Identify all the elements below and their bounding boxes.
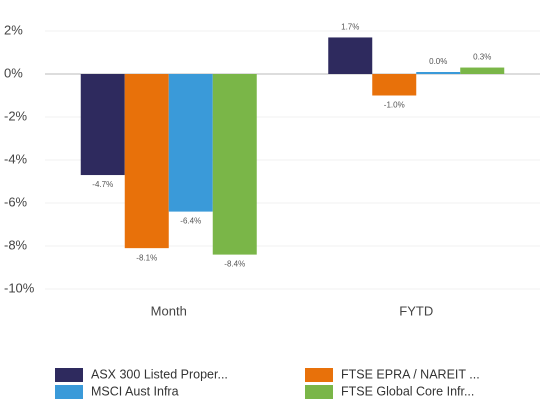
value-label: -1.0% xyxy=(384,101,405,110)
value-label: -4.7% xyxy=(92,180,113,189)
bar xyxy=(124,74,169,249)
legend-label: ASX 300 Listed Proper... xyxy=(91,367,228,381)
bar xyxy=(168,74,213,212)
value-label: -8.1% xyxy=(136,253,157,262)
y-tick-label: -2% xyxy=(4,108,28,123)
y-tick-label: 0% xyxy=(4,65,23,80)
y-tick-label: 2% xyxy=(4,22,23,37)
y-tick-label: -4% xyxy=(4,151,28,166)
bar xyxy=(372,74,417,96)
legend-swatch xyxy=(55,368,83,382)
value-label: 1.7% xyxy=(341,23,359,32)
value-label: 0.0% xyxy=(429,57,447,66)
value-label: -8.4% xyxy=(224,260,245,269)
bar xyxy=(212,74,257,255)
legend-label: MSCI Aust Infra xyxy=(91,384,179,398)
legend-label: FTSE Global Core Infr... xyxy=(341,384,474,398)
legend-swatch xyxy=(305,368,333,382)
legend-swatch xyxy=(55,385,83,399)
x-tick-label: Month xyxy=(151,303,187,318)
legend-label: FTSE EPRA / NAREIT ... xyxy=(341,367,480,381)
y-tick-label: -8% xyxy=(4,237,28,252)
bar xyxy=(80,74,125,176)
x-tick-label: FYTD xyxy=(399,303,433,318)
y-tick-label: -10% xyxy=(4,280,35,295)
bar xyxy=(460,67,505,74)
value-label: 0.3% xyxy=(473,53,491,62)
y-tick-label: -6% xyxy=(4,194,28,209)
bar xyxy=(328,37,373,74)
bar xyxy=(416,72,461,74)
legend-swatch xyxy=(305,385,333,399)
value-label: -6.4% xyxy=(180,217,201,226)
